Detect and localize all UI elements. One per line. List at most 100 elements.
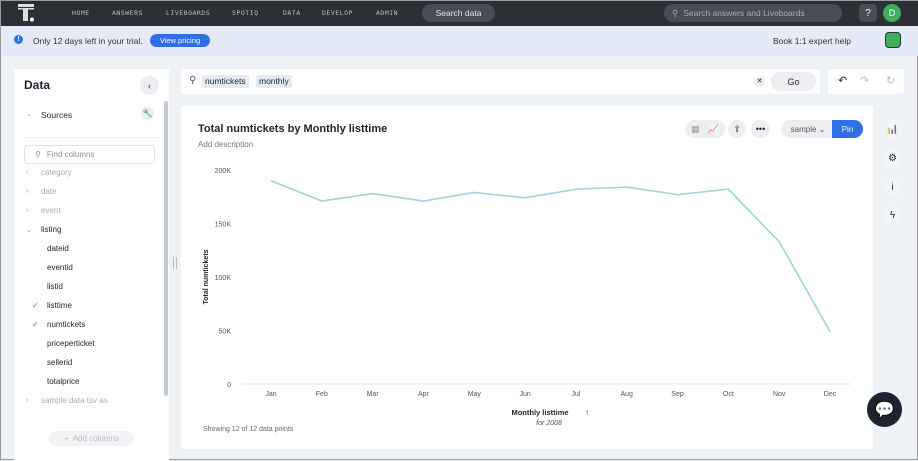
history-bar: ↶ ↷ ↻ xyxy=(828,69,904,94)
find-columns-placeholder: Find columns xyxy=(46,150,95,159)
view-toggle: ▦ 📈 xyxy=(685,120,725,138)
x-tick-label: Feb xyxy=(316,391,328,398)
chevron-right-icon[interactable]: › xyxy=(26,169,29,176)
data-points-note: Showing 12 of 12 data points xyxy=(203,426,294,433)
data-panel: Data ‹ ⌄ Sources 🔧 ⚲ Find columns › catego… xyxy=(14,69,169,461)
chat-button[interactable]: 💬 xyxy=(867,392,902,427)
chevron-right-icon[interactable]: › xyxy=(26,397,29,404)
chevron-right-icon[interactable]: › xyxy=(26,207,29,214)
view-pricing-button[interactable]: View pricing xyxy=(150,34,210,47)
redo-icon[interactable]: ↷ xyxy=(860,75,870,87)
sample-dropdown[interactable]: sample ⌄ xyxy=(781,120,835,138)
plus-icon: + xyxy=(64,434,69,443)
answer-title[interactable]: Total numtickets by Monthly listtime xyxy=(198,123,388,135)
table-item[interactable]: category xyxy=(41,168,72,177)
column-item[interactable]: numtickets xyxy=(47,320,86,329)
global-search-input[interactable]: ⚲ Search answers and Liveboards xyxy=(664,4,842,22)
x-tick-label: Sep xyxy=(671,391,684,398)
help-button[interactable]: ? xyxy=(859,4,877,22)
column-item[interactable]: listtime xyxy=(47,301,72,310)
go-button[interactable]: Go xyxy=(771,72,816,91)
table-view-icon[interactable]: ▦ xyxy=(691,123,700,134)
logo-icon[interactable] xyxy=(18,4,36,22)
add-description[interactable]: Add description xyxy=(198,140,254,149)
sample-label: sample xyxy=(790,124,817,134)
check-icon: ✓ xyxy=(32,301,39,310)
nav-data[interactable]: DATA xyxy=(283,9,301,17)
search-token[interactable]: monthly xyxy=(256,75,292,88)
column-item[interactable]: priceperticket xyxy=(47,339,95,348)
column-item[interactable]: sellerid xyxy=(47,358,73,367)
gear-icon[interactable]: ⚙ xyxy=(883,149,902,168)
chart-type-icon[interactable]: 📊 xyxy=(883,120,902,139)
table-item[interactable]: date xyxy=(41,187,57,196)
column-item[interactable]: listid xyxy=(47,282,64,291)
x-tick-label: Oct xyxy=(723,391,734,398)
avatar-initial: D xyxy=(888,8,896,18)
nav-develop[interactable]: DEVELOP xyxy=(322,9,353,17)
table-item[interactable]: listing xyxy=(41,225,62,234)
table-item[interactable]: event xyxy=(41,206,61,215)
more-icon: ••• xyxy=(755,124,766,134)
nav-liveboards[interactable]: LIVEBOARDS xyxy=(166,9,211,17)
panel-scrollbar[interactable] xyxy=(164,101,168,396)
x-tick-label: Apr xyxy=(418,391,430,398)
column-item[interactable]: dateid xyxy=(47,244,69,253)
go-label: Go xyxy=(787,76,800,87)
chevron-down-icon[interactable]: ⌄ xyxy=(26,111,32,118)
column-item[interactable]: totalprice xyxy=(47,377,80,386)
pin-button[interactable]: Pin xyxy=(832,120,863,138)
share-icon: ⇪ xyxy=(733,123,741,134)
top-nav: HOME ANSWERS LIVEBOARDS SPOTIQ DATA DEVE… xyxy=(1,1,918,26)
add-columns-label: Add columns xyxy=(72,434,119,443)
expert-help-icon[interactable] xyxy=(885,32,901,48)
nav-answers[interactable]: ANSWERS xyxy=(112,9,143,17)
table-item[interactable]: sample data tsv as xyxy=(41,396,108,405)
undo-icon[interactable]: ↶ xyxy=(838,75,848,87)
lightning-icon[interactable]: ϟ xyxy=(883,206,902,225)
search-token[interactable]: numtickets xyxy=(202,75,249,88)
x-tick-label: Jan xyxy=(265,391,276,398)
search-icon: ⚲ xyxy=(189,75,197,86)
panel-title: Data xyxy=(24,78,51,92)
search-icon: ⚲ xyxy=(35,150,41,159)
nav-admin[interactable]: ADMIN xyxy=(376,9,399,17)
nav-home[interactable]: HOME xyxy=(72,9,90,17)
search-data-button[interactable]: Search data xyxy=(422,4,495,22)
panel-resize-handle[interactable] xyxy=(173,257,177,269)
check-icon: ✓ xyxy=(32,320,39,329)
chevron-right-icon[interactable]: › xyxy=(26,188,29,195)
nav-spotiq[interactable]: SPOTIQ xyxy=(232,9,259,17)
chevron-down-icon[interactable]: ⌄ xyxy=(26,227,32,234)
share-button[interactable]: ⇪ xyxy=(728,120,746,138)
divider xyxy=(24,137,159,138)
x-tick-label: Mar xyxy=(367,391,380,398)
find-columns-input[interactable]: ⚲ Find columns xyxy=(24,145,155,164)
pin-label: Pin xyxy=(841,124,854,134)
info-icon: ! xyxy=(14,35,23,44)
y-axis-label: Total numtickets xyxy=(203,249,210,304)
line-chart: 0 50K 100K 150K 200K Jan Feb Mar Apr May Jun Jul Aug… xyxy=(203,168,851,426)
search-icon: ⚲ xyxy=(672,7,679,18)
answer-card: Total numtickets by Monthly listtime Add… xyxy=(181,106,873,449)
more-button[interactable]: ••• xyxy=(751,120,770,138)
collapse-panel-button[interactable]: ‹ xyxy=(140,76,159,95)
trial-text: Only 12 days left in your trial. xyxy=(33,36,143,46)
clear-icon[interactable]: ✕ xyxy=(754,76,765,87)
wrench-icon[interactable]: 🔧 xyxy=(141,107,154,120)
sources-label[interactable]: Sources xyxy=(41,110,73,120)
chart-view-icon[interactable]: 📈 xyxy=(707,123,719,134)
x-tick-label: Jul xyxy=(571,391,580,398)
expert-help-link[interactable]: Book 1:1 expert help xyxy=(773,36,851,46)
add-columns-button[interactable]: + Add columns xyxy=(49,431,134,446)
avatar[interactable]: D xyxy=(883,4,901,22)
x-tick-label: Nov xyxy=(773,391,786,398)
info-icon[interactable]: i xyxy=(883,178,902,197)
column-item[interactable]: eventid xyxy=(47,263,73,272)
x-tick-label: Aug xyxy=(620,391,633,398)
series-line xyxy=(270,179,831,332)
reset-icon[interactable]: ↻ xyxy=(886,75,896,87)
chat-icon: 💬 xyxy=(874,401,895,419)
y-tick-label: 150K xyxy=(215,222,232,229)
search-bar[interactable]: ⚲ numtickets monthly ✕ Go xyxy=(181,69,820,94)
